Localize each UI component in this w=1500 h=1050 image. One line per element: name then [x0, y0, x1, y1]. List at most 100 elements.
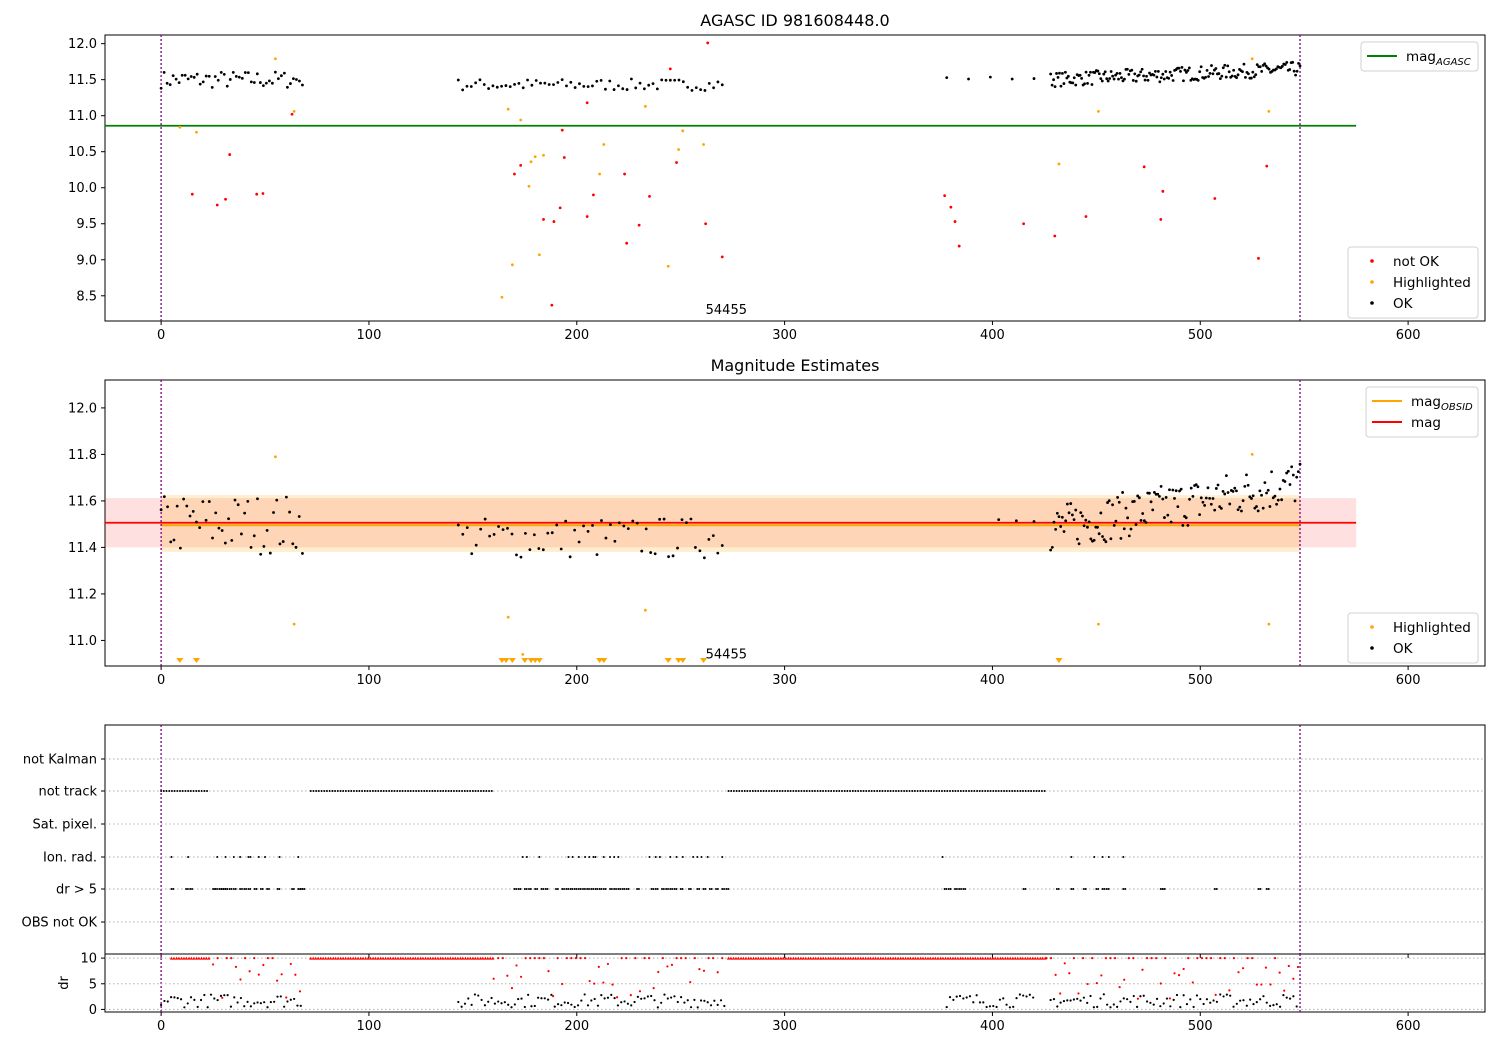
- not-track-flag: [371, 790, 374, 792]
- ok-point: [291, 542, 295, 546]
- ion-rad-flag: [658, 856, 661, 858]
- dr-ok-point: [1145, 1000, 1149, 1003]
- ok-point: [1194, 483, 1198, 487]
- ok-point: [1142, 519, 1146, 523]
- ok-point: [660, 78, 664, 82]
- highlighted-point: [519, 118, 523, 122]
- ok-point: [506, 526, 509, 530]
- dr-not-ok-point: [506, 974, 509, 977]
- dr-not-ok-point: [1177, 974, 1181, 977]
- dr-capped-marker: [861, 956, 865, 960]
- dr-capped-marker: [938, 956, 943, 960]
- dr-not-ok-point: [588, 979, 591, 983]
- ok-point: [1213, 508, 1217, 512]
- dr-capped-marker: [786, 956, 790, 960]
- highlighted-point: [506, 615, 510, 619]
- dr-gt-5-flag: [654, 888, 657, 890]
- dr-gt-5-flag: [1215, 888, 1218, 890]
- dr-ok-point: [203, 993, 206, 997]
- not-track-flag: [951, 790, 954, 792]
- dr-capped-marker: [326, 956, 330, 960]
- dr-not-ok-point: [275, 979, 279, 982]
- ok-point: [1056, 75, 1060, 79]
- dr-ok-point: [286, 1000, 289, 1003]
- dr-ok-point: [693, 998, 696, 1002]
- ok-point: [1079, 511, 1083, 515]
- dr-capped-marker: [731, 956, 736, 960]
- dr-ok-point: [223, 994, 226, 997]
- dr-gt-5-flag: [1057, 888, 1060, 890]
- dr-capped-marker: [334, 956, 338, 960]
- dr-capped-marker: [197, 956, 201, 960]
- not-track-flag: [162, 790, 165, 792]
- ok-point: [295, 78, 298, 81]
- dr-ok-point: [507, 1003, 510, 1006]
- ok-point: [270, 81, 274, 85]
- ok-point: [609, 523, 612, 526]
- x-tick-label: 300: [772, 673, 797, 688]
- y-tick-label: 9.0: [76, 253, 97, 268]
- dr-gt-5-flag: [245, 888, 248, 890]
- ok-point: [1283, 63, 1287, 66]
- dr-capped-marker: [346, 956, 350, 960]
- y-tick-label: 11.2: [68, 587, 97, 602]
- obsid-annotation: 54455: [706, 303, 747, 318]
- ok-point: [699, 88, 703, 91]
- dr-not-ok-point: [1273, 957, 1277, 960]
- not-track-flag: [816, 790, 819, 792]
- ok-point: [487, 87, 491, 90]
- ok-point: [219, 70, 223, 74]
- dr-ok-point: [620, 1001, 623, 1004]
- dr-not-ok-point: [620, 957, 623, 960]
- ok-point: [185, 504, 189, 508]
- dr-ok-point: [196, 1005, 199, 1009]
- ok-point: [1080, 76, 1084, 80]
- ok-point: [1064, 519, 1068, 523]
- dr-ok-point: [1106, 1003, 1109, 1006]
- not-track-flag: [881, 790, 884, 792]
- dr-not-ok-point: [1141, 968, 1144, 971]
- dr-not-ok-point: [253, 957, 256, 960]
- dr-capped-marker: [946, 956, 950, 960]
- dr-ok-point: [1005, 1003, 1008, 1006]
- dr-capped-marker: [988, 956, 992, 960]
- ok-point: [1263, 481, 1267, 485]
- not-track-flag: [1000, 790, 1003, 792]
- highlighted-below-range-marker: [508, 658, 516, 663]
- y-tick-label: 10.5: [68, 145, 97, 160]
- dr-ok-point: [570, 1003, 573, 1006]
- not-track-flag: [1005, 790, 1008, 792]
- not-track-flag: [366, 790, 369, 792]
- dr-ok-point: [226, 994, 229, 997]
- dr-capped-marker: [187, 956, 191, 960]
- dr-gt-5-flag: [214, 888, 217, 890]
- ok-point: [159, 508, 163, 512]
- highlighted-point: [542, 153, 545, 157]
- not-track-flag: [976, 790, 979, 792]
- dr-ok-point: [606, 996, 610, 999]
- ion-rad-flag: [249, 856, 252, 858]
- not-track-flag: [179, 790, 182, 792]
- not-track-flag: [1038, 790, 1041, 792]
- ok-point: [262, 545, 266, 548]
- ion-rad-flag: [170, 856, 173, 858]
- legend-agasc-line: [1360, 41, 1479, 72]
- ok-point: [201, 500, 205, 504]
- dr-gt-5-flag: [544, 888, 547, 890]
- dr-ok-point: [945, 1005, 948, 1009]
- dr-capped-marker: [998, 956, 1002, 960]
- dr-capped-marker: [764, 956, 768, 960]
- ion-rad-flag: [264, 856, 267, 858]
- ion-rad-flag: [232, 856, 235, 858]
- ok-point: [1122, 527, 1126, 531]
- dr-gt-5-flag: [681, 888, 684, 890]
- ok-point: [474, 543, 478, 547]
- ok-point: [530, 83, 534, 87]
- ok-point: [694, 546, 697, 549]
- ok-point: [1286, 469, 1290, 473]
- ion-rad-flag: [1070, 856, 1073, 858]
- not-track-flag: [927, 790, 930, 792]
- legend-mag-points: [1347, 612, 1479, 664]
- dr-ok-point: [1028, 993, 1031, 996]
